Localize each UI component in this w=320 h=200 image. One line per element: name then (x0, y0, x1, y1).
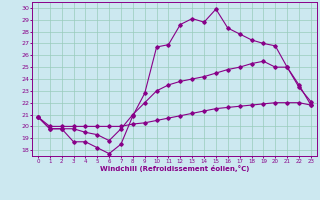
X-axis label: Windchill (Refroidissement éolien,°C): Windchill (Refroidissement éolien,°C) (100, 165, 249, 172)
